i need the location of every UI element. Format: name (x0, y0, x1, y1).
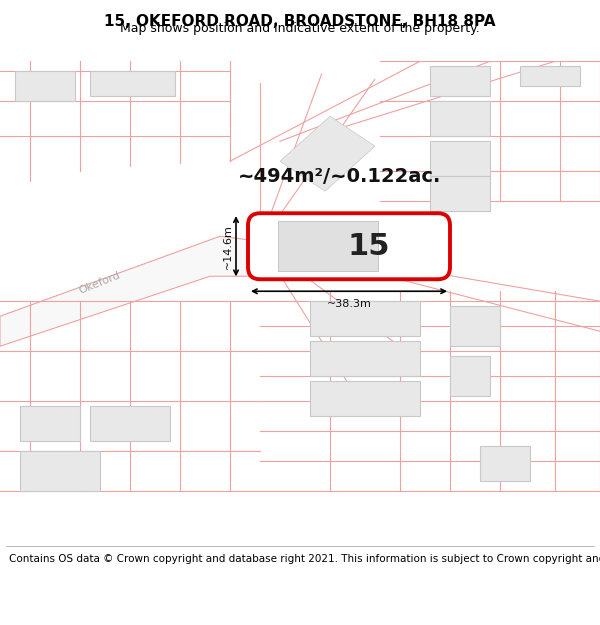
Polygon shape (480, 446, 530, 481)
Polygon shape (310, 301, 420, 336)
Polygon shape (90, 71, 175, 96)
Polygon shape (90, 406, 170, 441)
Text: Contains OS data © Crown copyright and database right 2021. This information is : Contains OS data © Crown copyright and d… (9, 554, 600, 564)
Polygon shape (280, 116, 375, 191)
Text: Okeford: Okeford (78, 271, 122, 296)
Polygon shape (310, 341, 420, 376)
Text: Map shows position and indicative extent of the property.: Map shows position and indicative extent… (120, 22, 480, 35)
Text: ~38.3m: ~38.3m (326, 299, 371, 309)
Polygon shape (450, 356, 490, 396)
Text: 15: 15 (348, 232, 390, 261)
Polygon shape (0, 236, 260, 346)
FancyBboxPatch shape (248, 213, 450, 279)
Text: ~494m²/~0.122ac.: ~494m²/~0.122ac. (238, 167, 442, 186)
Polygon shape (278, 221, 378, 271)
Polygon shape (20, 406, 80, 441)
Polygon shape (430, 141, 490, 176)
Polygon shape (430, 101, 490, 136)
Polygon shape (430, 176, 490, 211)
Polygon shape (450, 306, 500, 346)
Polygon shape (430, 66, 490, 96)
Text: 15, OKEFORD ROAD, BROADSTONE, BH18 8PA: 15, OKEFORD ROAD, BROADSTONE, BH18 8PA (104, 14, 496, 29)
Polygon shape (520, 66, 580, 86)
Text: ~14.6m: ~14.6m (223, 224, 233, 269)
Polygon shape (310, 381, 420, 416)
Polygon shape (15, 71, 75, 101)
Polygon shape (20, 451, 100, 491)
